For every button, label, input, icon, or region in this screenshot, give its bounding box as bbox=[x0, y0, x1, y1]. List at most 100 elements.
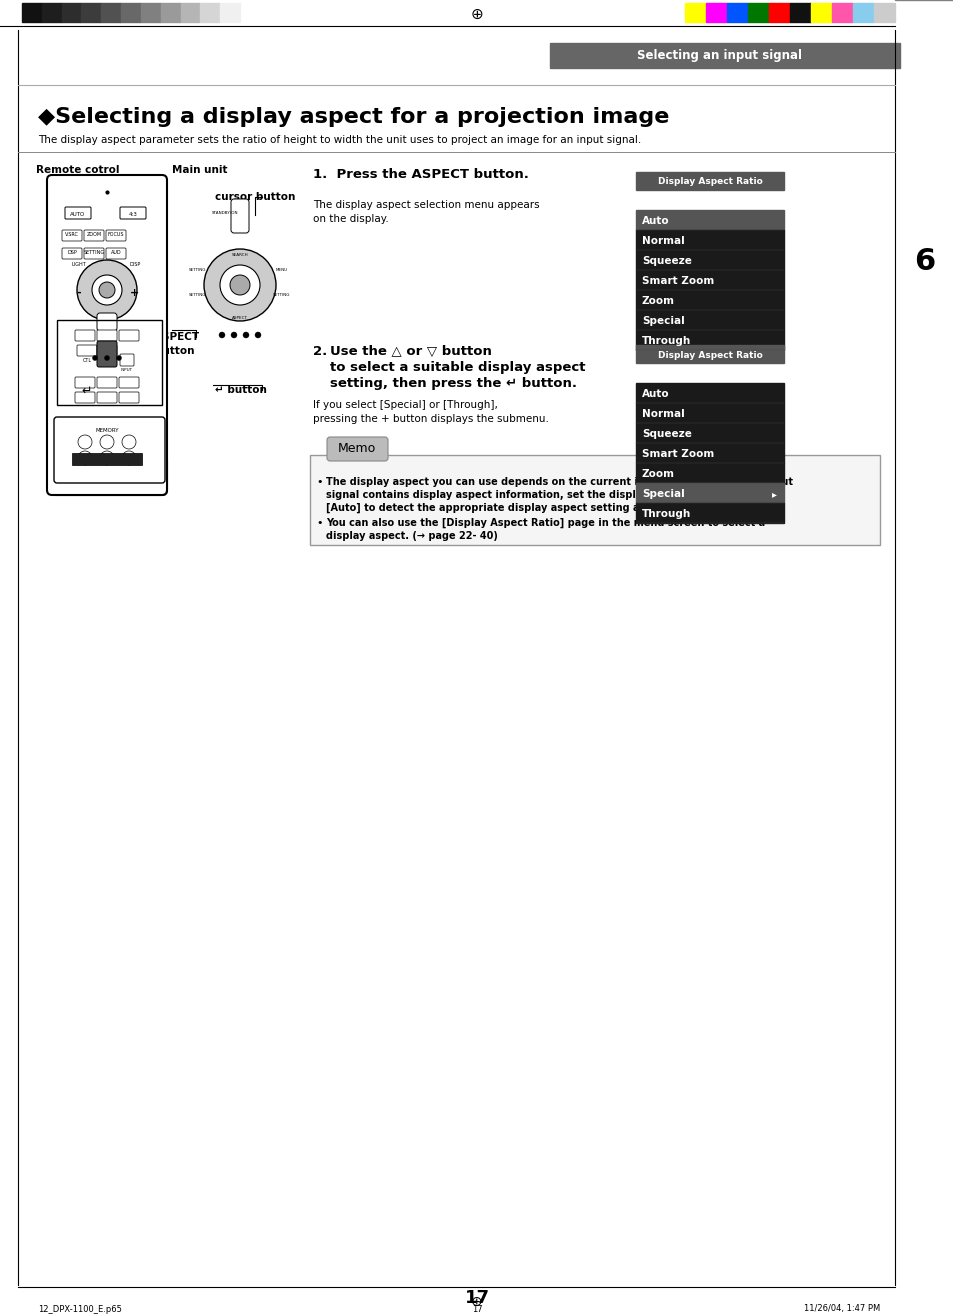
Text: Squeeze: Squeeze bbox=[641, 257, 691, 266]
Text: Smart Zoom: Smart Zoom bbox=[641, 276, 714, 286]
Text: 4:3: 4:3 bbox=[129, 212, 137, 217]
Bar bbox=[62, 3, 81, 22]
Text: If you select [Special] or [Through],
pressing the + button displays the submenu: If you select [Special] or [Through], pr… bbox=[313, 400, 548, 424]
FancyBboxPatch shape bbox=[84, 247, 104, 259]
Text: Memo: Memo bbox=[337, 442, 375, 455]
Text: [Auto] to detect the appropriate display aspect setting automatically.: [Auto] to detect the appropriate display… bbox=[326, 503, 710, 513]
Text: 17: 17 bbox=[464, 1288, 489, 1307]
Bar bbox=[810, 3, 831, 22]
FancyBboxPatch shape bbox=[106, 247, 126, 259]
FancyBboxPatch shape bbox=[120, 207, 146, 218]
Text: -: - bbox=[76, 288, 81, 297]
Text: STANDBY/ON: STANDBY/ON bbox=[212, 211, 238, 215]
Circle shape bbox=[231, 332, 236, 338]
FancyBboxPatch shape bbox=[327, 437, 388, 461]
FancyBboxPatch shape bbox=[54, 417, 165, 483]
Text: Auto: Auto bbox=[641, 216, 669, 226]
Text: Display Aspect Ratio: Display Aspect Ratio bbox=[657, 350, 761, 359]
Text: 12_DPX-1100_E.p65: 12_DPX-1100_E.p65 bbox=[38, 1304, 122, 1313]
Circle shape bbox=[219, 332, 225, 338]
Text: MEMORY: MEMORY bbox=[95, 428, 118, 433]
Bar bbox=[160, 3, 180, 22]
Text: AUD: AUD bbox=[111, 250, 121, 255]
Bar bbox=[636, 211, 783, 230]
Text: V.SRC: V.SRC bbox=[65, 233, 79, 237]
Bar bbox=[684, 3, 705, 22]
Text: The display aspect selection menu appears
on the display.: The display aspect selection menu appear… bbox=[313, 200, 539, 224]
Text: 6: 6 bbox=[913, 247, 935, 276]
Text: MENU: MENU bbox=[275, 268, 288, 272]
Text: LIGHT: LIGHT bbox=[99, 358, 114, 362]
Text: Normal: Normal bbox=[641, 409, 684, 418]
Bar bbox=[852, 3, 873, 22]
Text: CTL: CTL bbox=[82, 358, 91, 362]
Bar bbox=[636, 330, 783, 350]
Circle shape bbox=[105, 355, 110, 361]
FancyBboxPatch shape bbox=[75, 376, 95, 388]
Text: SETTING: SETTING bbox=[83, 250, 105, 255]
Circle shape bbox=[78, 436, 91, 449]
Text: Auto: Auto bbox=[641, 390, 669, 399]
Bar bbox=[550, 43, 899, 68]
FancyBboxPatch shape bbox=[97, 392, 117, 403]
Text: ASPECT: ASPECT bbox=[232, 316, 248, 320]
FancyBboxPatch shape bbox=[62, 247, 82, 259]
Bar bbox=[22, 3, 42, 22]
Bar bbox=[636, 463, 783, 483]
Text: FOCUS: FOCUS bbox=[108, 233, 124, 237]
Bar bbox=[81, 3, 101, 22]
FancyBboxPatch shape bbox=[75, 392, 95, 403]
Text: DSP: DSP bbox=[67, 250, 77, 255]
Circle shape bbox=[122, 451, 136, 465]
Bar bbox=[200, 3, 220, 22]
Bar bbox=[873, 3, 894, 22]
Circle shape bbox=[230, 275, 250, 295]
Text: •: • bbox=[315, 519, 322, 528]
FancyBboxPatch shape bbox=[97, 345, 117, 357]
Bar bbox=[101, 3, 121, 22]
FancyBboxPatch shape bbox=[75, 330, 95, 341]
Circle shape bbox=[92, 355, 97, 361]
Text: Selecting an input signal: Selecting an input signal bbox=[637, 50, 801, 62]
Text: DISP: DISP bbox=[130, 262, 140, 267]
Text: Through: Through bbox=[641, 509, 691, 519]
Text: •: • bbox=[315, 476, 322, 487]
Bar bbox=[789, 3, 810, 22]
Bar bbox=[636, 345, 783, 363]
FancyBboxPatch shape bbox=[52, 455, 167, 495]
Text: Zoom: Zoom bbox=[641, 296, 675, 307]
Circle shape bbox=[91, 275, 122, 305]
Bar bbox=[747, 3, 768, 22]
Bar bbox=[220, 3, 240, 22]
Bar bbox=[636, 290, 783, 311]
Text: SETTING: SETTING bbox=[273, 293, 291, 297]
Bar bbox=[636, 422, 783, 443]
Circle shape bbox=[77, 261, 137, 320]
Circle shape bbox=[100, 451, 113, 465]
Text: Special: Special bbox=[641, 316, 684, 326]
FancyBboxPatch shape bbox=[62, 230, 82, 241]
Bar bbox=[636, 230, 783, 250]
Bar bbox=[895, 230, 953, 290]
Bar bbox=[768, 3, 789, 22]
Text: Remote cotrol: Remote cotrol bbox=[36, 164, 120, 175]
FancyBboxPatch shape bbox=[119, 330, 139, 341]
Circle shape bbox=[100, 436, 113, 449]
Bar bbox=[42, 3, 62, 22]
Text: SEARCH: SEARCH bbox=[232, 253, 248, 257]
Bar bbox=[726, 3, 747, 22]
FancyBboxPatch shape bbox=[97, 376, 117, 388]
Text: ZOOM: ZOOM bbox=[87, 233, 101, 237]
FancyBboxPatch shape bbox=[97, 313, 117, 332]
Text: ⊕: ⊕ bbox=[471, 1295, 482, 1309]
Text: Smart Zoom: Smart Zoom bbox=[641, 449, 714, 459]
Text: ASPECT: ASPECT bbox=[154, 332, 200, 342]
Text: ◆Selecting a display aspect for a projection image: ◆Selecting a display aspect for a projec… bbox=[38, 107, 669, 128]
FancyBboxPatch shape bbox=[119, 376, 139, 388]
FancyBboxPatch shape bbox=[97, 341, 117, 367]
Bar bbox=[57, 320, 162, 405]
Text: The display aspect you can use depends on the current input signal. When the inp: The display aspect you can use depends o… bbox=[326, 476, 792, 487]
Text: Squeeze: Squeeze bbox=[641, 429, 691, 440]
Text: SETTING: SETTING bbox=[189, 293, 207, 297]
Text: 1.  Press the ASPECT button.: 1. Press the ASPECT button. bbox=[313, 168, 528, 182]
